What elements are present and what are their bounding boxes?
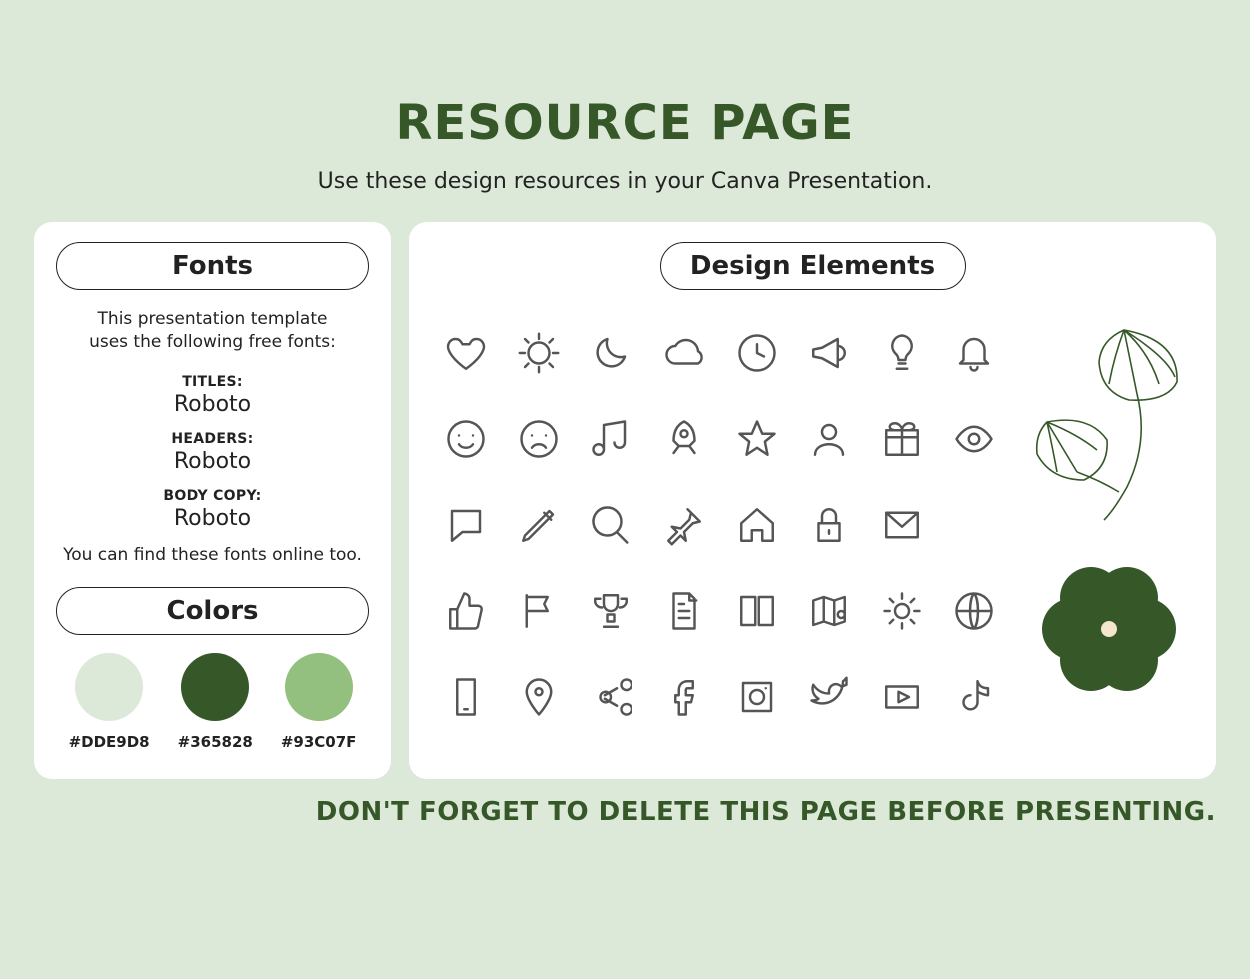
fonts-header: Fonts [56, 242, 369, 290]
cloud-icon [659, 328, 709, 378]
empty-cell [949, 500, 999, 550]
heart-icon [441, 328, 491, 378]
lightbulb-icon [877, 328, 927, 378]
globe-icon [949, 586, 999, 636]
footer-note: DON'T FORGET TO DELETE THIS PAGE BEFORE … [0, 779, 1250, 827]
swatch-0-circle [75, 653, 143, 721]
design-elements-panel: Design Elements [409, 222, 1216, 779]
colors-header: Colors [56, 587, 369, 635]
smartphone-icon [441, 672, 491, 722]
envelope-icon [877, 500, 927, 550]
lock-icon [804, 500, 854, 550]
map-pin-icon [514, 672, 564, 722]
clock-icon [732, 328, 782, 378]
star-icon [732, 414, 782, 464]
swatch-1-circle [181, 653, 249, 721]
icon-grid [431, 318, 1000, 722]
gift-icon [877, 414, 927, 464]
sad-face-icon [514, 414, 564, 464]
ginkgo-leaf-illustration [1029, 322, 1189, 522]
twitter-icon [804, 672, 854, 722]
facebook-icon [659, 672, 709, 722]
decoration-column [1024, 318, 1194, 696]
page-title: RESOURCE PAGE [0, 95, 1250, 151]
design-elements-header: Design Elements [660, 242, 966, 290]
house-icon [732, 500, 782, 550]
font-headers-name: Roboto [56, 449, 369, 474]
font-headers-label: HEADERS: [56, 431, 369, 447]
gear-icon [877, 586, 927, 636]
swatch-2-circle [285, 653, 353, 721]
swatch-1-label: #365828 [178, 733, 253, 751]
flower-decoration [1042, 562, 1176, 696]
document-icon [659, 586, 709, 636]
fonts-intro: This presentation template uses the foll… [56, 308, 369, 354]
music-icon [586, 414, 636, 464]
tiktok-icon [949, 672, 999, 722]
instagram-icon [732, 672, 782, 722]
font-body-label: BODY COPY: [56, 488, 369, 504]
rocket-icon [659, 414, 709, 464]
search-icon [586, 500, 636, 550]
map-icon [804, 586, 854, 636]
pushpin-icon [659, 500, 709, 550]
swatch-2: #93C07F [281, 653, 357, 751]
fonts-intro-line2: uses the following free fonts: [89, 332, 336, 352]
bell-icon [949, 328, 999, 378]
font-titles-label: TITLES: [56, 374, 369, 390]
pencil-icon [514, 500, 564, 550]
swatch-0: #DDE9D8 [69, 653, 150, 751]
colors-row: #DDE9D8 #365828 #93C07F [56, 653, 369, 751]
thumbs-up-icon [441, 586, 491, 636]
trophy-icon [586, 586, 636, 636]
user-icon [804, 414, 854, 464]
youtube-icon [877, 672, 927, 722]
book-icon [732, 586, 782, 636]
fonts-note: You can find these fonts online too. [56, 545, 369, 565]
speech-bubble-icon [441, 500, 491, 550]
subtitle: Use these design resources in your Canva… [0, 169, 1250, 194]
moon-icon [586, 328, 636, 378]
share-icon [586, 672, 636, 722]
sun-icon [514, 328, 564, 378]
flag-icon [514, 586, 564, 636]
font-body-name: Roboto [56, 506, 369, 531]
font-titles-name: Roboto [56, 392, 369, 417]
swatch-2-label: #93C07F [281, 733, 357, 751]
fonts-intro-line1: This presentation template [98, 309, 328, 329]
happy-face-icon [441, 414, 491, 464]
eye-icon [949, 414, 999, 464]
megaphone-icon [804, 328, 854, 378]
fonts-panel: Fonts This presentation template uses th… [34, 222, 391, 779]
swatch-1: #365828 [178, 653, 253, 751]
swatch-0-label: #DDE9D8 [69, 733, 150, 751]
